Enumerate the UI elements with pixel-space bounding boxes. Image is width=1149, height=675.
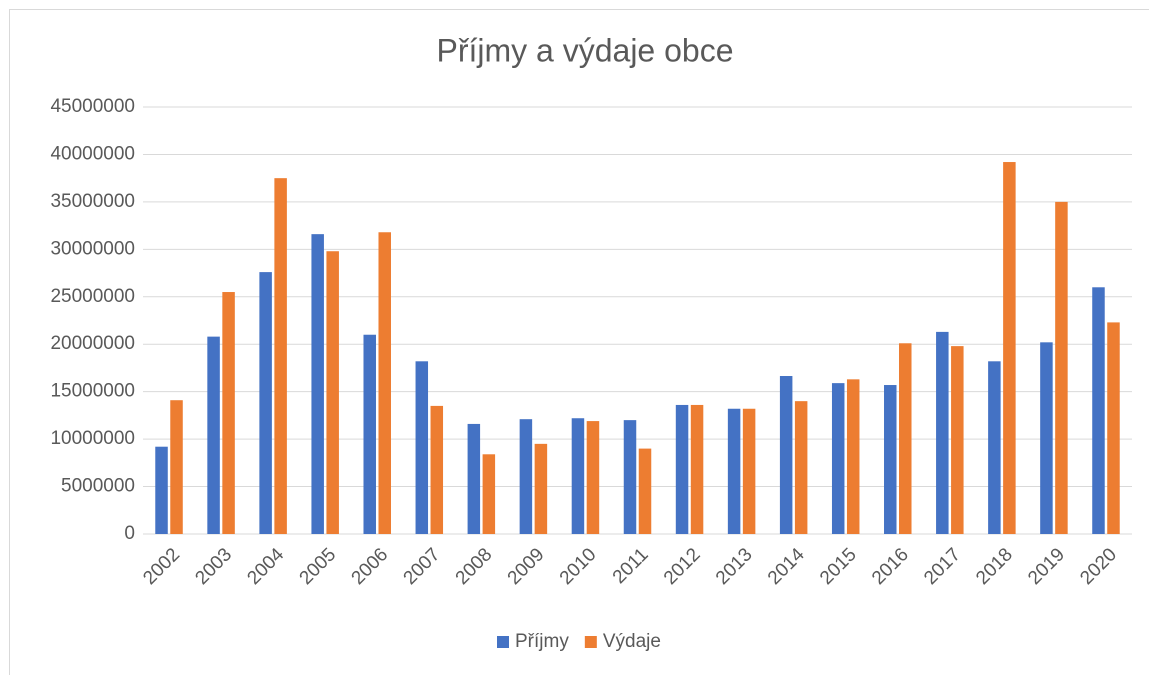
legend-swatch: [497, 636, 509, 648]
y-tick-label: 20000000: [50, 333, 135, 354]
bar: [1040, 342, 1053, 534]
bar: [415, 361, 429, 534]
bar: [222, 292, 235, 534]
bar: [742, 408, 756, 534]
bar: [638, 448, 652, 534]
y-tick-label: 25000000: [50, 286, 135, 307]
bar: [378, 232, 391, 534]
y-tick-label: 15000000: [50, 381, 135, 402]
bar: [936, 331, 949, 534]
legend-label: Výdaje: [603, 631, 661, 652]
bar: [311, 234, 324, 534]
bar: [899, 343, 912, 534]
bar: [794, 401, 808, 534]
bar: [467, 423, 481, 534]
chart-title: Příjmy a výdaje obce: [436, 32, 733, 68]
bar: [326, 251, 339, 534]
bar: [586, 421, 600, 534]
bar: [831, 383, 845, 534]
bar: [170, 400, 183, 534]
bar: [1107, 322, 1120, 534]
y-tick-label: 30000000: [50, 238, 135, 259]
bar: [482, 454, 496, 534]
bar: [988, 361, 1001, 534]
y-tick-label: 35000000: [50, 191, 135, 212]
bar: [534, 443, 548, 534]
bar: [675, 404, 689, 534]
bar: [363, 334, 376, 534]
bar: [430, 405, 444, 534]
bar: [207, 336, 220, 534]
chart-border: [9, 9, 1149, 675]
bar: [727, 408, 741, 534]
y-tick-label: 5000000: [61, 476, 135, 497]
bar: [951, 346, 964, 534]
bar: [519, 419, 533, 534]
legend-swatch: [584, 636, 597, 648]
legend-label: Příjmy: [515, 631, 569, 652]
bar: [571, 418, 585, 534]
y-tick-label: 45000000: [50, 96, 135, 117]
bar: [884, 385, 897, 534]
y-tick-label: 10000000: [50, 428, 135, 449]
y-tick-label: 0: [124, 523, 135, 544]
bar: [779, 376, 793, 534]
bar: [690, 404, 704, 534]
bar: [1003, 162, 1016, 534]
bar: [259, 272, 272, 534]
y-tick-label: 40000000: [50, 143, 135, 164]
bar: [274, 178, 287, 534]
bar: [155, 446, 168, 534]
bar: [623, 420, 637, 534]
bar: [1092, 287, 1105, 534]
bar: [1055, 201, 1068, 534]
bar: [846, 379, 860, 534]
